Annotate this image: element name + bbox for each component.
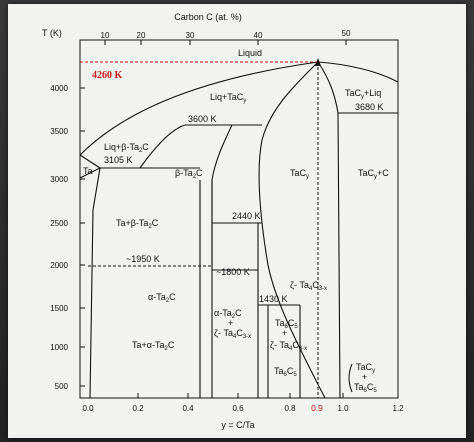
- x-tick-12: 1.2: [392, 404, 404, 413]
- ta-alpha-label: Ta+α-Ta2C: [132, 340, 175, 352]
- top-tick-30: 30: [186, 31, 195, 40]
- tac-right-boundary: [317, 61, 341, 399]
- y-tick-2000: 2000: [50, 261, 68, 270]
- top-tick-50: 50: [342, 29, 351, 38]
- phase-boundaries: [79, 61, 399, 399]
- ta-beta-label: Ta+β-Ta2C: [116, 218, 159, 230]
- liquidus-right: [317, 61, 399, 83]
- top-axis-title: Carbon C (at. %): [174, 12, 242, 22]
- x-tick-06: 0.6: [232, 404, 244, 413]
- x-tick-08: 0.8: [284, 404, 296, 413]
- ta6c5-plus-label: +: [282, 328, 287, 338]
- tacy-ta6c5-bottom-label: Ta6C5: [354, 382, 377, 394]
- x-tick-09-highlight: 0.9: [311, 403, 323, 413]
- x-axis-ticks: 0.0 0.2 0.4 0.6 0.8 0.9 1.0 1.2: [82, 403, 404, 413]
- highlight-4260-label: 4260 K: [92, 70, 123, 81]
- x-tick-marks: [137, 393, 344, 398]
- beta-ta2c-label: β-Ta2C: [175, 168, 203, 180]
- y-axis-title: T (K): [42, 28, 62, 38]
- liq-tac-label: Liq+TaCy: [210, 92, 246, 104]
- top-axis-ticks: 10 20 30 40 50: [101, 29, 351, 40]
- t2440-label: 2440 K: [232, 211, 261, 221]
- y-tick-1000: 1000: [50, 343, 68, 352]
- alpha-zeta-bottom-label: ζ- Ta4C3-x: [214, 328, 251, 340]
- zeta2-label: ζ- Ta4C3-x: [270, 340, 307, 352]
- y-tick-marks: [80, 87, 85, 387]
- tacy-ta6c5-plus-label: +: [362, 372, 367, 382]
- alpha-zeta-plus-label: +: [228, 318, 233, 328]
- y-tick-2500: 2500: [50, 219, 68, 228]
- tac-c-label: TaCy+C: [358, 168, 389, 180]
- top-tick-10: 10: [101, 31, 110, 40]
- ta-label: Ta: [83, 166, 93, 176]
- x-tick-10: 1.0: [337, 404, 349, 413]
- t3105-label: 3105 K: [104, 155, 133, 165]
- alpha-ta2c-label: α-Ta2C: [148, 292, 176, 304]
- x-axis-title: y = C/Ta: [221, 420, 254, 430]
- t1800-label: ~1800 K: [216, 267, 250, 277]
- x-tick-02: 0.2: [132, 404, 144, 413]
- brace-marker: [348, 363, 353, 393]
- zeta-ta4c3-label: ζ- Ta4C3-x: [290, 280, 327, 292]
- arrow-up-marker: [315, 58, 321, 66]
- tac-label: TaCy: [290, 168, 309, 180]
- liquid-label: Liquid: [238, 48, 262, 58]
- y-tick-1500: 1500: [50, 304, 68, 313]
- tacy-ta6c5-top-label: TaCy: [356, 362, 375, 374]
- y-axis-ticks: 4000 3500 3000 2500 2000 1500 1000 500: [50, 84, 68, 391]
- diagram-paper: [8, 4, 466, 438]
- t3680-label: 3680 K: [355, 102, 384, 112]
- top-tick-40: 40: [254, 31, 263, 40]
- t1950-label: ~1950 K: [126, 254, 160, 264]
- ta6c5b-label: Ta6C5: [274, 366, 297, 378]
- t1430-label: 1430 K: [259, 294, 288, 304]
- ta-solvus: [89, 167, 101, 399]
- x-tick-0: 0.0: [82, 404, 94, 413]
- y-tick-3000: 3000: [50, 175, 68, 184]
- t3600-label: 3600 K: [188, 114, 217, 124]
- x-tick-04: 0.4: [182, 404, 194, 413]
- beta-dome-left: [139, 124, 186, 169]
- top-tick-20: 20: [137, 31, 146, 40]
- ta6c5-label: Ta6C5: [275, 318, 298, 330]
- y-tick-500: 500: [55, 382, 69, 391]
- beta-dome-right: [211, 124, 233, 265]
- y-tick-4000: 4000: [50, 84, 68, 93]
- y-tick-3500: 3500: [50, 127, 68, 136]
- region-labels: Liquid Liq+TaCy TaCy+Liq 3680 K 3600 K L…: [83, 48, 389, 394]
- tac-liq-label: TaCy+Liq: [345, 88, 381, 100]
- tac-solidus-left: [258, 61, 326, 399]
- top-tick-marks: [104, 40, 347, 45]
- alpha-zeta-top-label: α-Ta2C: [214, 308, 242, 320]
- liq-beta-label: Liq+β-Ta2C: [104, 142, 149, 154]
- liquidus-left: [79, 61, 319, 156]
- plot-frame: [79, 39, 399, 399]
